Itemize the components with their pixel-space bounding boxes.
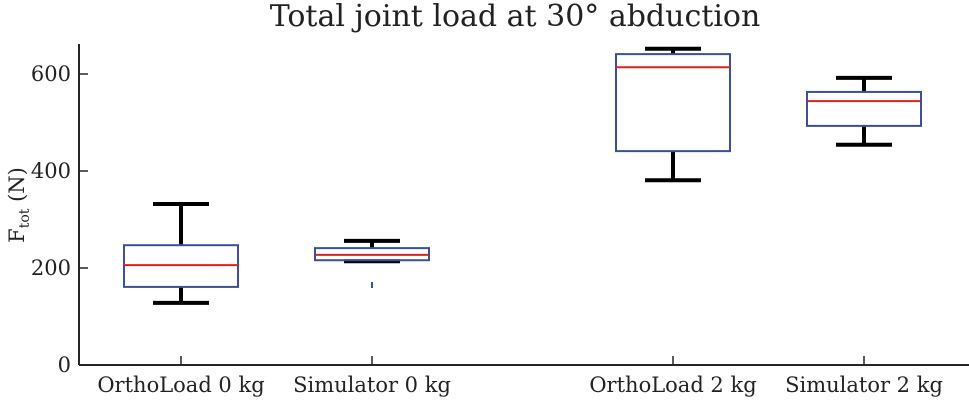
- chart-title: Total joint load at 30° abduction: [269, 0, 761, 34]
- box-series: [123, 46, 922, 305]
- axes: [78, 44, 969, 366]
- y-axis-label: Ftot (N): [5, 167, 33, 243]
- box-orthoload-2-kg: [615, 46, 731, 183]
- y-tick-label: 0: [58, 353, 71, 377]
- x-tick-label: OrthoLoad 2 kg: [589, 373, 756, 397]
- x-tick-label: OrthoLoad 0 kg: [97, 373, 264, 397]
- iqr-box: [806, 90, 922, 127]
- x-tick-label: Simulator 2 kg: [785, 373, 943, 397]
- axis-labels: 0 200 400 600 OrthoLoad 0 kg Simulator 0 kg Or…: [5, 62, 943, 397]
- y-tick-label: 200: [31, 256, 71, 280]
- box-orthoload-0-kg: [123, 201, 239, 305]
- box-simulator-0-kg: [314, 238, 430, 288]
- y-tick-label: 400: [31, 159, 71, 183]
- x-tick-label: Simulator 0 kg: [293, 373, 451, 397]
- box-simulator-2-kg: [806, 75, 922, 147]
- y-tick-label: 600: [31, 62, 71, 86]
- iqr-box: [615, 53, 731, 153]
